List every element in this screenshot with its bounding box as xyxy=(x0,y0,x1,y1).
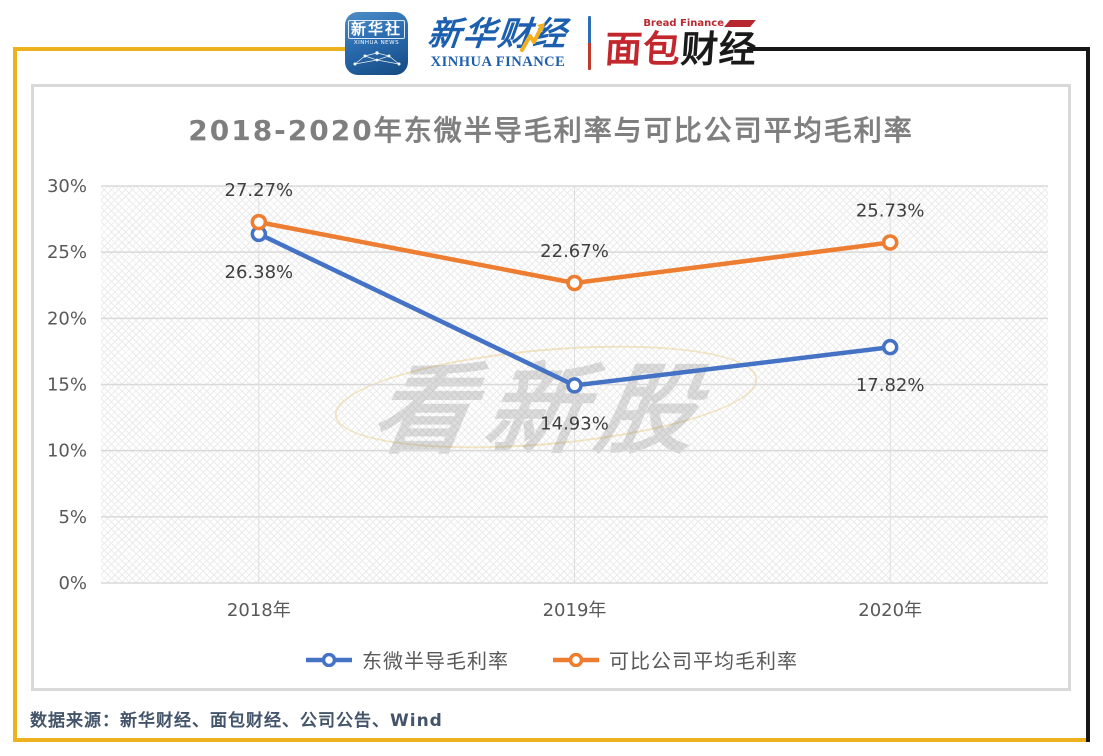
svg-text:25%: 25% xyxy=(47,242,87,263)
orange-line-marker-icon xyxy=(553,652,599,667)
header: 新华社 XINHUA NEWS 新华财经 XINHUA FINANC xyxy=(345,8,759,78)
svg-text:30%: 30% xyxy=(47,176,87,197)
data-source-note: 数据来源：新华财经、面包财经、公司公告、Wind xyxy=(30,711,443,731)
frame-right xyxy=(1086,47,1090,742)
svg-text:10%: 10% xyxy=(47,441,87,462)
header-divider xyxy=(588,16,591,70)
svg-text:26.38%: 26.38% xyxy=(225,262,294,283)
network-constellation-icon xyxy=(353,50,400,65)
bread-finance-logo: Bread Finance 面包财经 xyxy=(603,16,759,71)
bread-finance-tagline: Bread Finance xyxy=(643,18,756,29)
swoosh-icon xyxy=(724,20,756,27)
rising-arrow-icon xyxy=(520,22,545,52)
svg-text:2020年: 2020年 xyxy=(858,600,922,621)
bread-finance-cn-black: 财经 xyxy=(679,28,759,71)
legend-label-comparable: 可比公司平均毛利率 xyxy=(609,649,798,673)
svg-text:2019年: 2019年 xyxy=(543,600,607,621)
xinhua-news-logo-cn: 新华社 xyxy=(347,19,405,39)
chart-title: 2018-2020年东微半导毛利率与可比公司平均毛利率 xyxy=(188,114,914,147)
chart-svg: 0% 5% 10% 15% 20% 25% 30% 2018年 2019年 2020年 26.38%… xyxy=(47,176,1048,621)
xinhua-finance-logo-en: XINHUA FINANCE xyxy=(430,53,566,70)
bread-finance-logo-en: Bread Finance xyxy=(643,18,724,29)
svg-text:22.67%: 22.67% xyxy=(540,241,609,262)
svg-text:14.93%: 14.93% xyxy=(540,413,609,434)
xinhua-finance-logo-cn: 新华财经 xyxy=(426,13,571,53)
xinhua-news-logo: 新华社 XINHUA NEWS xyxy=(345,11,408,75)
bread-finance-cn-red: 面包 xyxy=(603,28,683,71)
svg-text:20%: 20% xyxy=(47,308,87,329)
frame-bottom xyxy=(13,738,1090,742)
xinhua-finance-logo: 新华财经 XINHUA FINANCE xyxy=(422,13,574,71)
svg-text:0%: 0% xyxy=(58,573,87,594)
legend-label-dongwei: 东微半导毛利率 xyxy=(362,649,509,673)
svg-text:27.27%: 27.27% xyxy=(225,180,294,201)
svg-text:25.73%: 25.73% xyxy=(856,201,925,222)
svg-text:17.82%: 17.82% xyxy=(856,375,925,396)
svg-text:15%: 15% xyxy=(47,375,87,396)
legend-item-dongwei: 东微半导毛利率 xyxy=(304,645,509,674)
bread-finance-logo-cn: 面包财经 xyxy=(603,28,759,71)
frame-top-left xyxy=(13,47,346,51)
blue-line-marker-icon xyxy=(306,652,352,667)
frame-left xyxy=(13,47,17,742)
xinhua-news-logo-en: XINHUA NEWS xyxy=(353,39,400,46)
legend-item-comparable: 可比公司平均毛利率 xyxy=(551,645,798,674)
chart-legend: 东微半导毛利率 可比公司平均毛利率 xyxy=(34,645,1068,674)
svg-text:5%: 5% xyxy=(58,507,87,528)
svg-text:2018年: 2018年 xyxy=(227,600,291,621)
chart-container: 2018-2020年东微半导毛利率与可比公司平均毛利率 看新股 0% 5% 10% 1… xyxy=(31,84,1071,691)
frame-top-right xyxy=(747,47,1090,51)
